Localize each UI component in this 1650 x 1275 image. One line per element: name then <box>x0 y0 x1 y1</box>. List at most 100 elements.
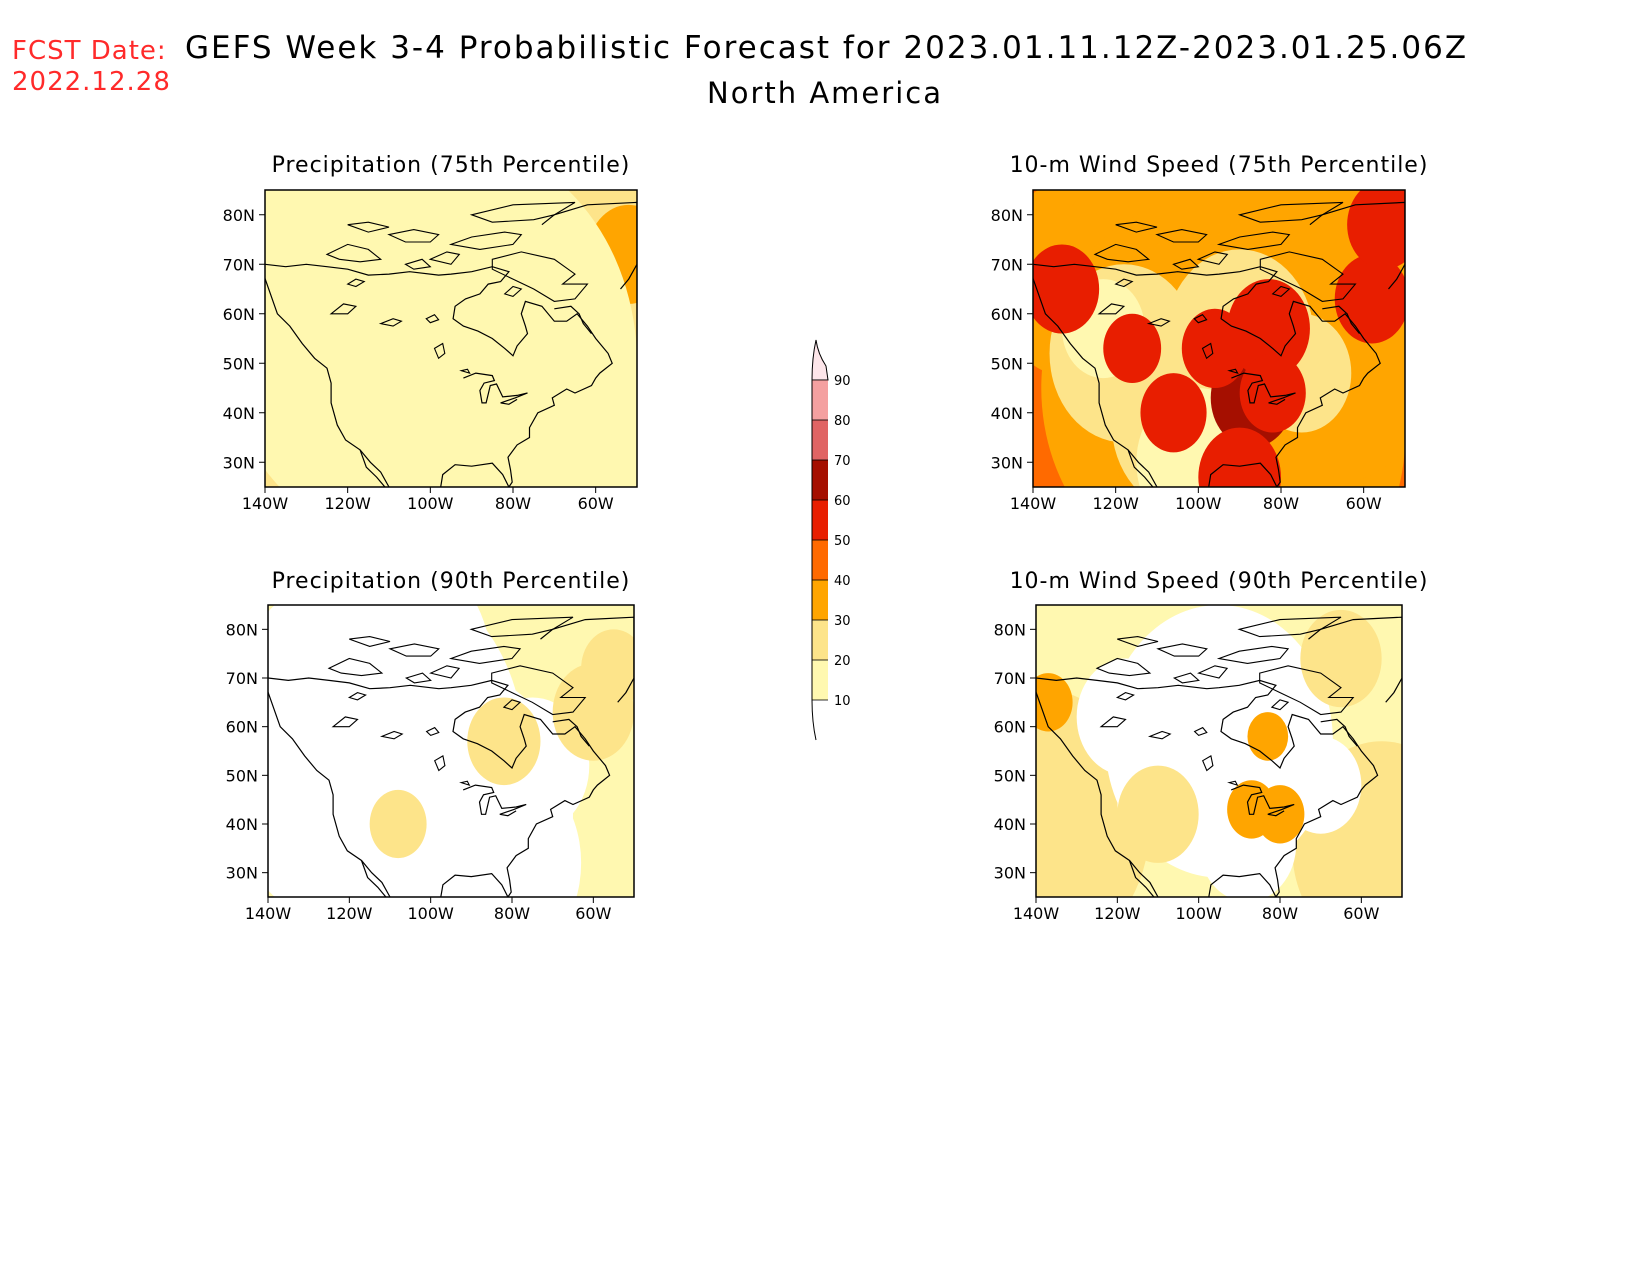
coastline-island <box>503 285 523 298</box>
coastline-island <box>404 672 432 684</box>
map-field-blobs <box>1036 605 1402 897</box>
lon-tick-label: 60W <box>1346 494 1382 513</box>
coastline-island <box>1156 643 1208 657</box>
coastline-island <box>379 730 404 740</box>
map-axes: 140W 120W 100W 80W 60W 80N 70N 60N 50N 40N 30N <box>991 206 1382 513</box>
coastline-island <box>378 318 403 327</box>
colorbar-segment <box>812 540 828 580</box>
coastline-island <box>1216 645 1290 664</box>
lon-tick-label: 120W <box>1092 494 1139 513</box>
lat-tick-label: 30N <box>223 453 255 472</box>
map-field-blobs <box>265 190 637 487</box>
coastline-island <box>1193 726 1208 737</box>
field-patch <box>1300 609 1382 708</box>
colorbar-label: 60 <box>834 494 851 509</box>
coastline-island <box>459 368 471 374</box>
colorbar-segment <box>812 380 828 420</box>
colorbar-segment <box>812 500 828 540</box>
lon-tick-label: 120W <box>1094 904 1141 923</box>
coastline-island <box>347 221 390 233</box>
coastlines <box>268 616 634 897</box>
colorbar-label: 10 <box>834 694 851 709</box>
lat-tick-label: 60N <box>991 305 1023 324</box>
map-field-blobs <box>268 605 634 897</box>
coastline <box>360 860 387 897</box>
map-frame <box>264 189 638 488</box>
field-patch <box>1198 427 1281 487</box>
coastline-island <box>1115 692 1135 701</box>
lon-tick-label: 100W <box>1175 494 1222 513</box>
field-patch <box>1140 373 1207 453</box>
coastline-island <box>491 251 589 302</box>
coastline <box>1322 305 1360 334</box>
coastline-island <box>1095 657 1152 677</box>
coastline-island <box>428 251 461 265</box>
lon-tick-label: 100W <box>1175 904 1222 923</box>
field-patch <box>1103 313 1162 384</box>
lon-tick-label: 140W <box>242 494 289 513</box>
lon-tick-label: 100W <box>407 904 454 923</box>
lat-tick-label: 40N <box>991 404 1023 423</box>
lon-tick-label: 80W <box>1263 494 1299 513</box>
field-patch <box>1255 785 1305 844</box>
coastline-island <box>1093 243 1151 263</box>
coastline <box>265 264 390 487</box>
panel-title: Precipitation (75th Percentile) <box>272 153 631 178</box>
panel-wind-75: 10-m Wind Speed (75th Percentile) 140W 12… <box>991 153 1429 513</box>
map-axes: 140W 120W 100W 80W 60W 80N 70N 60N 50N 40N 30N <box>994 620 1380 923</box>
field-patch <box>1033 244 1100 334</box>
lat-tick-label: 30N <box>991 453 1023 472</box>
coastline-island <box>1216 231 1291 250</box>
lat-tick-label: 30N <box>226 864 258 883</box>
colorbar-top-cap <box>811 339 829 381</box>
coastline-island <box>1097 303 1126 315</box>
colorbar: 90 80 70 60 50 40 30 20 10 <box>811 339 851 741</box>
coastlines <box>265 201 637 487</box>
field-patch <box>1334 254 1405 344</box>
coastline-island <box>1259 251 1357 302</box>
colorbar-label: 50 <box>834 534 851 549</box>
lat-tick-label: 70N <box>991 255 1023 274</box>
colorbar-segment <box>812 660 828 700</box>
coastline-island <box>1172 672 1200 684</box>
coastline-island <box>491 665 587 716</box>
coastline <box>1033 264 1158 487</box>
field-patch <box>265 190 451 453</box>
coastline-island <box>1115 221 1158 233</box>
coastline-island <box>1227 780 1239 787</box>
map-frame <box>1035 604 1403 898</box>
lat-tick-label: 70N <box>226 669 258 688</box>
field-patch <box>1227 279 1310 379</box>
coastline-island <box>347 692 367 701</box>
coastline-island <box>329 303 358 315</box>
coastline <box>265 263 613 487</box>
coastline-island <box>502 699 522 711</box>
map-axes: 140W 120W 100W 80W 60W 80N 70N 60N 50N 40N 30N <box>223 206 614 513</box>
lat-tick-label: 50N <box>994 766 1026 785</box>
map-frame <box>1032 189 1406 488</box>
coastline-island <box>448 645 522 664</box>
field-patch <box>467 697 541 786</box>
field-patch <box>1247 712 1289 761</box>
lon-tick-label: 140W <box>245 904 292 923</box>
coastline-island <box>1202 755 1214 772</box>
lon-tick-label: 60W <box>575 904 611 923</box>
coastline-island <box>434 755 446 772</box>
coastline-island <box>1114 278 1134 288</box>
coastline <box>1230 784 1295 817</box>
colorbar-label: 30 <box>834 614 851 629</box>
coastline <box>1036 678 1159 897</box>
lon-tick-label: 80W <box>494 904 530 923</box>
colorbar-segment <box>812 620 828 660</box>
coastline <box>1128 860 1155 897</box>
coastline <box>1033 263 1381 487</box>
panel-title: 10-m Wind Speed (75th Percentile) <box>1010 153 1429 178</box>
panel-wind-90: 10-m Wind Speed (90th Percentile) 140W 12… <box>994 569 1428 923</box>
coastline-island <box>1271 285 1291 298</box>
field-patch <box>268 789 358 897</box>
coastlines <box>1036 616 1402 897</box>
coastline <box>268 678 391 897</box>
coastline <box>554 305 592 334</box>
coastline <box>1127 449 1154 487</box>
coastline-island <box>1117 636 1159 647</box>
